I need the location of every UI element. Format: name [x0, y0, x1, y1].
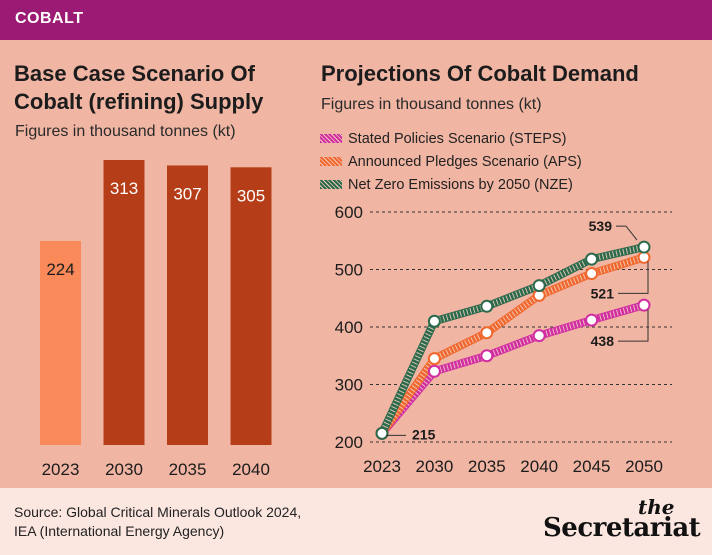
- series-texture-aps: [379, 254, 645, 436]
- x-tick-2050: 2050: [625, 457, 663, 476]
- point-nze-2035: [480, 299, 494, 313]
- x-tick-2045: 2045: [573, 457, 611, 476]
- legend-label-nze: Net Zero Emissions by 2050 (NZE): [348, 176, 573, 193]
- point-steps-2040: [532, 329, 546, 343]
- x-tick-2030: 2030: [415, 457, 453, 476]
- bar-x-tick-2030: 2030: [105, 460, 143, 479]
- x-tick-2023: 2023: [363, 457, 401, 476]
- legend-swatch-nze: [320, 180, 342, 189]
- series-line-nze: [378, 243, 645, 436]
- bar-2023: [40, 241, 81, 445]
- publisher-logo: the Secretariat: [543, 495, 703, 550]
- annotation-438: 438: [591, 333, 615, 349]
- left-chart-subtitle: Figures in thousand tonnes (kt): [15, 123, 236, 140]
- point-nze-2040: [532, 279, 546, 293]
- bar-value-label-2035: 307: [173, 184, 201, 203]
- annotation-215: 215: [412, 426, 436, 442]
- annotation-521: 521: [591, 285, 615, 301]
- bar-value-label-2040: 305: [237, 186, 265, 205]
- point-nze-2023: [375, 426, 389, 440]
- bar-2030: [103, 160, 145, 445]
- point-steps-2030: [427, 364, 441, 378]
- legend-item-aps: Announced Pledges Scenario (APS): [320, 150, 582, 173]
- legend-item-steps: Stated Policies Scenario (STEPS): [320, 127, 582, 150]
- logo-the: the: [638, 495, 675, 519]
- left-title-line-2: Cobalt (refining) Supply: [14, 89, 264, 114]
- y-tick-500: 500: [335, 261, 363, 280]
- top-banner: COBALT: [0, 0, 712, 40]
- annotation-leader-539: [616, 225, 638, 241]
- annotation-539: 539: [589, 218, 613, 234]
- annotation-leader-438: [618, 309, 649, 342]
- bar-x-tick-2023: 2023: [42, 460, 80, 479]
- y-tick-200: 200: [335, 433, 363, 452]
- bar-2040: [230, 167, 272, 445]
- x-tick-2040: 2040: [520, 457, 558, 476]
- logo-name: Secretariat: [543, 513, 701, 543]
- bar-value-label-2023: 224: [46, 260, 74, 279]
- left-title-line-1: Base Case Scenario Of: [14, 61, 255, 86]
- x-tick-2035: 2035: [468, 457, 506, 476]
- right-chart-subtitle: Figures in thousand tonnes (kt): [321, 96, 542, 113]
- point-steps-2035: [480, 349, 494, 363]
- y-tick-600: 600: [335, 203, 363, 222]
- line-chart-legend: Stated Policies Scenario (STEPS) Announc…: [320, 127, 582, 196]
- y-tick-300: 300: [335, 376, 363, 395]
- annotation-leader-521: [618, 261, 649, 294]
- point-nze-2050: [637, 240, 651, 254]
- y-tick-400: 400: [335, 318, 363, 337]
- source-line-2: IEA (International Energy Agency): [14, 523, 225, 539]
- point-aps-2035: [480, 326, 494, 340]
- point-aps-2030: [427, 352, 441, 366]
- legend-label-aps: Announced Pledges Scenario (APS): [348, 153, 582, 170]
- bar-x-tick-2035: 2035: [169, 460, 207, 479]
- point-steps-2045: [585, 313, 599, 327]
- section-tag: COBALT: [15, 10, 84, 27]
- footer: [0, 488, 712, 555]
- bar-x-tick-2040: 2040: [232, 460, 270, 479]
- bar-value-label-2030: 313: [110, 179, 138, 198]
- point-aps-2045: [585, 267, 599, 281]
- legend-item-nze: Net Zero Emissions by 2050 (NZE): [320, 173, 582, 196]
- bar-2035: [167, 165, 208, 445]
- supply-bar-chart: 224 2023 313 2030 307 2035 305 2040: [40, 160, 272, 479]
- source-line-1: Source: Global Critical Minerals Outlook…: [14, 504, 302, 520]
- demand-line-chart: 200 300 400 500 600 2023 2030 2035 2040 2045 2050 2…: [335, 203, 672, 476]
- right-chart-title: Projections Of Cobalt Demand: [321, 61, 639, 86]
- left-chart-title: Base Case Scenario Of Cobalt (refining) …: [14, 60, 263, 116]
- legend-swatch-steps: [320, 134, 342, 143]
- point-steps-2050: [637, 298, 651, 312]
- series-texture-steps: [379, 302, 645, 436]
- point-nze-2030: [427, 314, 441, 328]
- legend-swatch-aps: [320, 157, 342, 166]
- point-nze-2045: [585, 252, 599, 266]
- series-line-steps: [378, 301, 646, 436]
- legend-label-steps: Stated Policies Scenario (STEPS): [348, 130, 567, 147]
- source-note: Source: Global Critical Minerals Outlook…: [14, 503, 374, 541]
